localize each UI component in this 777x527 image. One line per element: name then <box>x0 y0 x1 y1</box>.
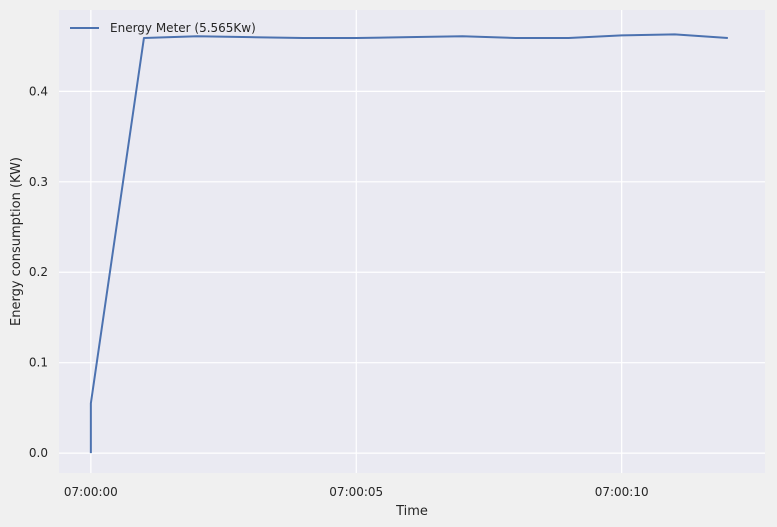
series-layer <box>89 33 728 454</box>
series-line <box>89 33 728 454</box>
y-axis-label: Energy consumption (KW) <box>9 157 24 326</box>
x-tick-label: 07:00:00 <box>64 485 118 499</box>
y-tick-label: 0.2 <box>29 265 48 279</box>
x-axis-label: Time <box>395 504 428 519</box>
y-tick-label: 0.4 <box>29 84 48 98</box>
y-tick-label: 0.3 <box>29 175 48 189</box>
tick-labels: 0.0 0.1 0.2 0.3 0.4 07:00:00 07:00:05 07:00:10 <box>29 84 649 499</box>
legend: Energy Meter (5.565Kw) <box>70 21 256 35</box>
x-tick-label: 07:00:10 <box>595 485 649 499</box>
x-tick-label: 07:00:05 <box>329 485 383 499</box>
y-tick-label: 0.0 <box>29 446 48 460</box>
y-tick-label: 0.1 <box>29 356 48 370</box>
grid-lines <box>59 10 765 473</box>
plot-area <box>59 10 765 473</box>
legend-label: Energy Meter (5.565Kw) <box>110 21 256 35</box>
